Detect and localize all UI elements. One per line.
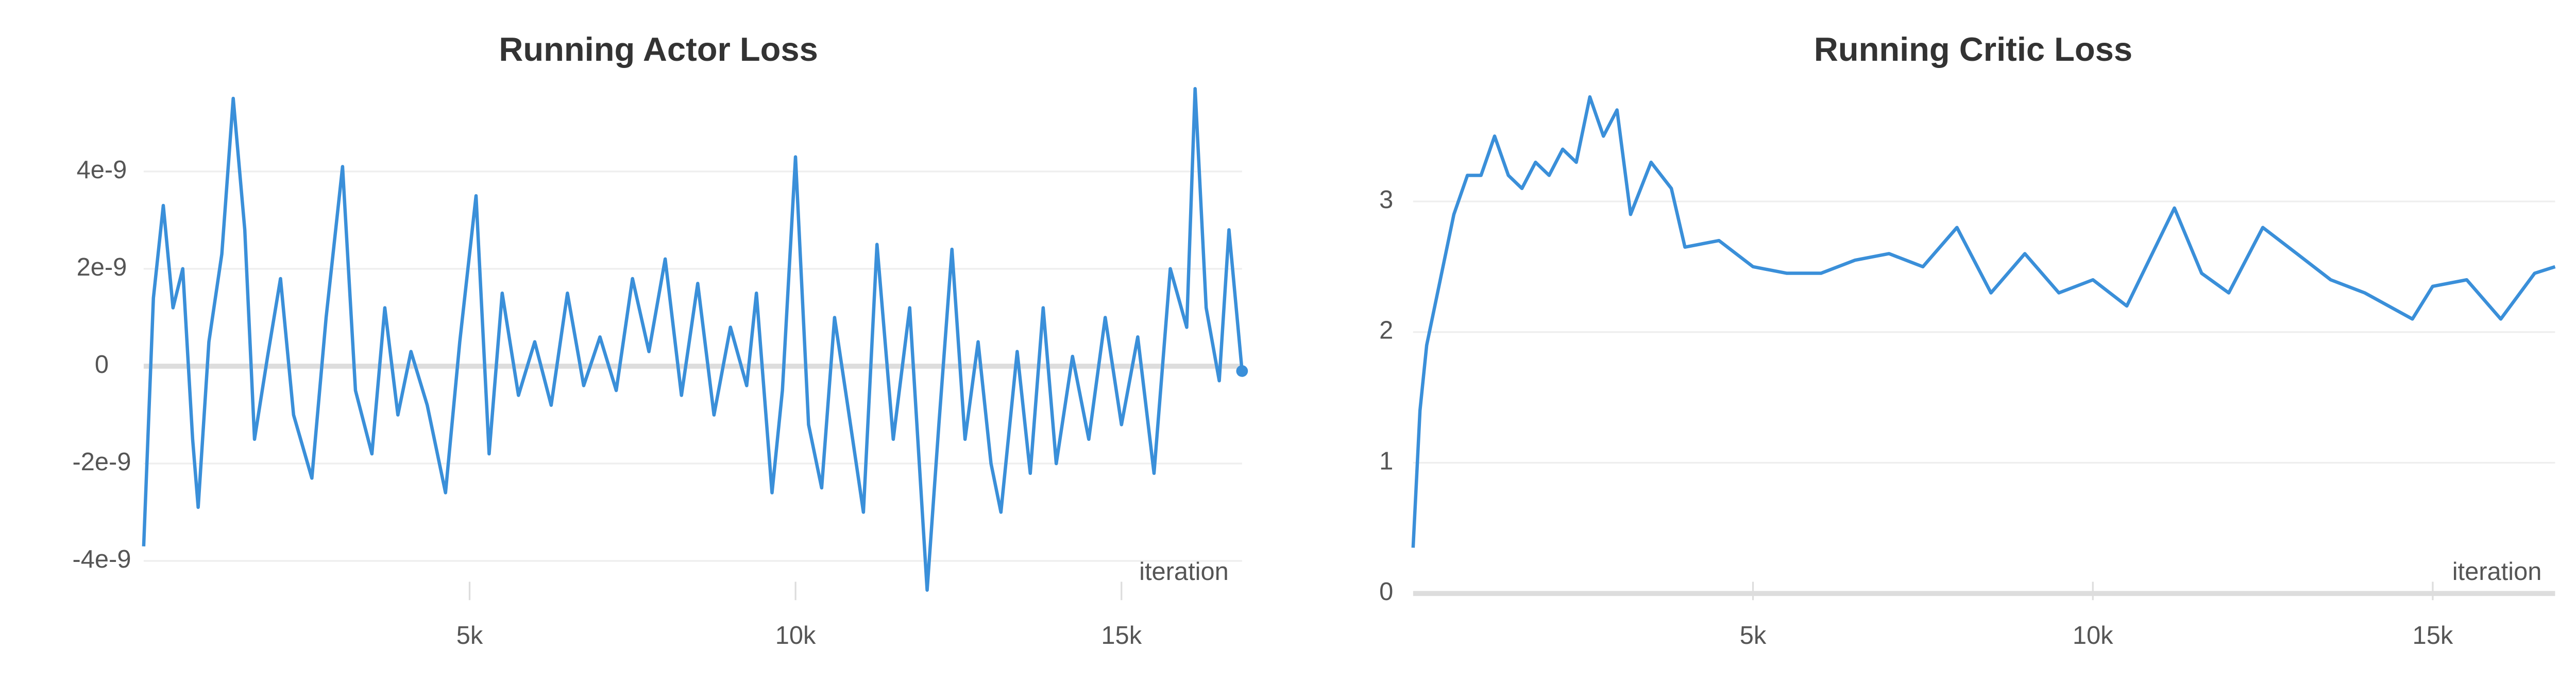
x-tick-label: 5k xyxy=(456,622,483,649)
y-tick-label: 4e-9 xyxy=(77,156,127,184)
x-tick-label: 10k xyxy=(775,622,816,649)
line-series xyxy=(142,87,1244,592)
y-tick-label: 2 xyxy=(1379,317,1393,345)
y-tick-label: -2e-9 xyxy=(73,448,131,476)
x-tick-label: 15k xyxy=(1101,622,1142,649)
end-point xyxy=(1236,365,1248,377)
x-axis-label: iteration xyxy=(2452,558,2542,586)
x-tick-label: 15k xyxy=(2413,622,2453,649)
x-tick-label: 10k xyxy=(2073,622,2113,649)
y-tick-label: 1 xyxy=(1379,447,1393,475)
x-axis-label: iteration xyxy=(1139,558,1229,586)
line-series xyxy=(1411,95,2556,548)
chart-title: Running Actor Loss xyxy=(499,30,818,68)
y-tick-label: -4e-9 xyxy=(73,545,131,573)
y-tick-label: 2e-9 xyxy=(77,253,127,281)
y-tick-label: 3 xyxy=(1379,186,1393,214)
chart-title: Running Critic Loss xyxy=(1814,30,2132,68)
y-tick-label: 0 xyxy=(1379,578,1393,606)
x-tick-label: 5k xyxy=(1740,622,1767,649)
y-tick-label: 0 xyxy=(95,351,109,379)
